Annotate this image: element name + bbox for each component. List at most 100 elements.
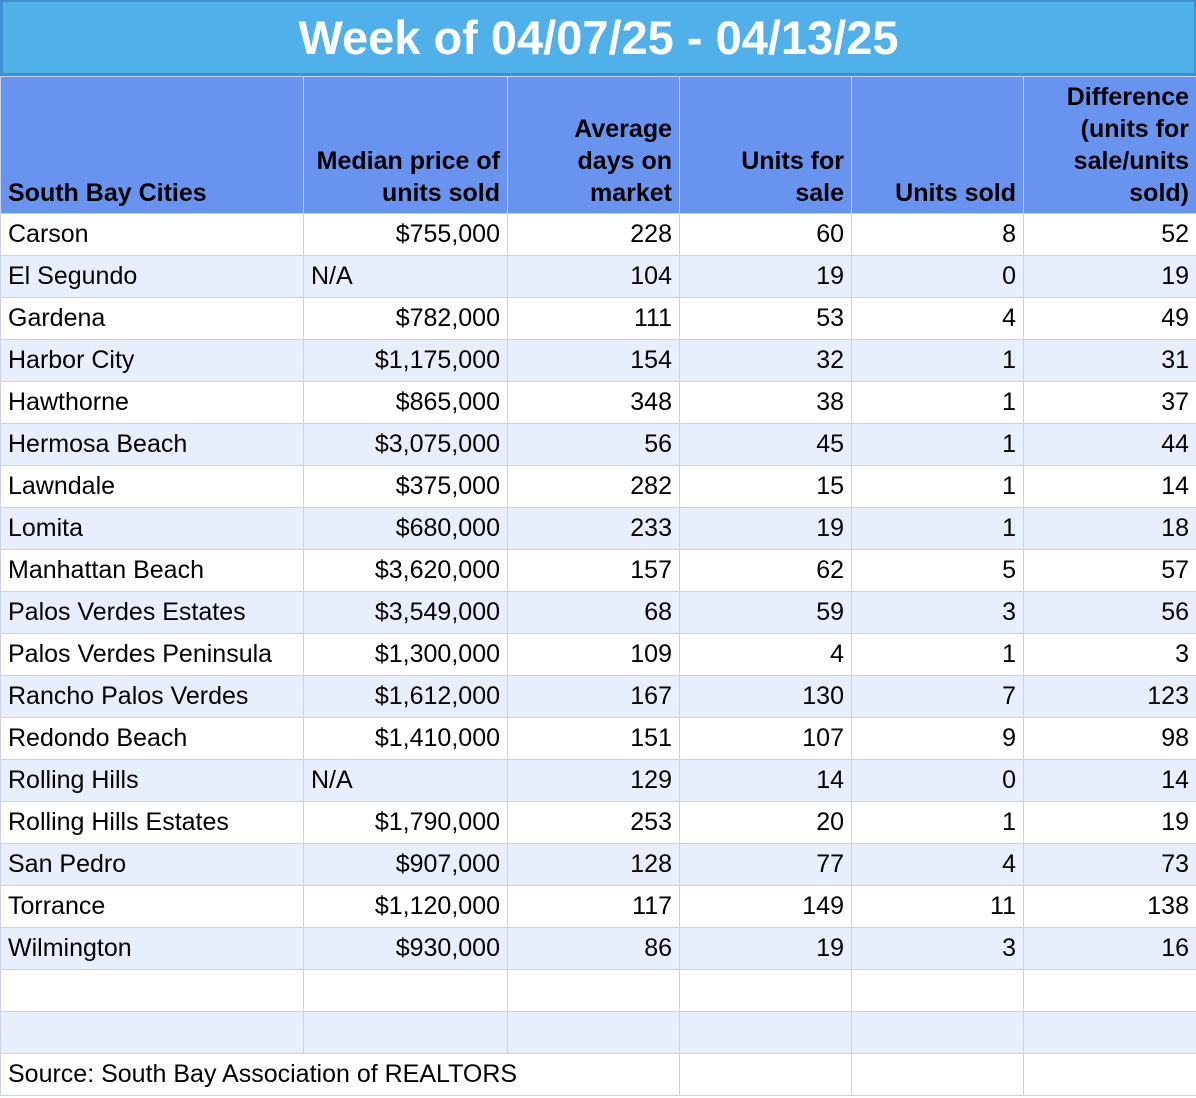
cell-median-price[interactable]: N/A: [303, 759, 508, 802]
sheet-title[interactable]: Week of 04/07/25 - 04/13/25: [0, 0, 1196, 76]
cell-units-sold[interactable]: 0: [851, 255, 1024, 298]
cell-units-for-sale[interactable]: 62: [679, 549, 852, 592]
cell-units-for-sale[interactable]: 14: [679, 759, 852, 802]
cell-units-sold[interactable]: 1: [851, 801, 1024, 844]
cell-units-for-sale[interactable]: 107: [679, 717, 852, 760]
empty-cell[interactable]: [507, 1011, 680, 1054]
cell-difference[interactable]: 37: [1023, 381, 1196, 424]
cell-units-for-sale[interactable]: 130: [679, 675, 852, 718]
cell-units-sold[interactable]: 9: [851, 717, 1024, 760]
empty-cell[interactable]: [851, 1053, 1024, 1096]
cell-city[interactable]: Lawndale: [0, 465, 304, 508]
cell-median-price[interactable]: $1,410,000: [303, 717, 508, 760]
cell-city[interactable]: Rancho Palos Verdes: [0, 675, 304, 718]
header-city[interactable]: South Bay Cities: [0, 76, 304, 214]
cell-median-price[interactable]: $3,075,000: [303, 423, 508, 466]
cell-avg-days[interactable]: 68: [507, 591, 680, 634]
header-units-for-sale[interactable]: Units for sale: [679, 76, 852, 214]
cell-units-for-sale[interactable]: 19: [679, 255, 852, 298]
cell-median-price[interactable]: $3,549,000: [303, 591, 508, 634]
cell-city[interactable]: Hermosa Beach: [0, 423, 304, 466]
cell-median-price[interactable]: N/A: [303, 255, 508, 298]
cell-avg-days[interactable]: 233: [507, 507, 680, 550]
empty-cell[interactable]: [0, 1011, 304, 1054]
header-avg-days[interactable]: Average days on market: [507, 76, 680, 214]
cell-units-sold[interactable]: 7: [851, 675, 1024, 718]
cell-median-price[interactable]: $782,000: [303, 297, 508, 340]
cell-units-for-sale[interactable]: 53: [679, 297, 852, 340]
cell-units-sold[interactable]: 0: [851, 759, 1024, 802]
empty-cell[interactable]: [0, 969, 304, 1012]
cell-difference[interactable]: 14: [1023, 465, 1196, 508]
cell-median-price[interactable]: $375,000: [303, 465, 508, 508]
cell-avg-days[interactable]: 253: [507, 801, 680, 844]
cell-difference[interactable]: 73: [1023, 843, 1196, 886]
cell-city[interactable]: Redondo Beach: [0, 717, 304, 760]
cell-avg-days[interactable]: 129: [507, 759, 680, 802]
cell-avg-days[interactable]: 111: [507, 297, 680, 340]
cell-difference[interactable]: 19: [1023, 801, 1196, 844]
cell-units-sold[interactable]: 4: [851, 843, 1024, 886]
cell-avg-days[interactable]: 154: [507, 339, 680, 382]
cell-units-for-sale[interactable]: 59: [679, 591, 852, 634]
empty-cell[interactable]: [1023, 1053, 1196, 1096]
cell-units-sold[interactable]: 1: [851, 381, 1024, 424]
cell-units-sold[interactable]: 1: [851, 423, 1024, 466]
empty-cell[interactable]: [679, 1011, 852, 1054]
empty-cell[interactable]: [1023, 969, 1196, 1012]
cell-avg-days[interactable]: 228: [507, 213, 680, 256]
cell-units-sold[interactable]: 5: [851, 549, 1024, 592]
cell-units-sold[interactable]: 1: [851, 633, 1024, 676]
cell-avg-days[interactable]: 117: [507, 885, 680, 928]
cell-units-for-sale[interactable]: 32: [679, 339, 852, 382]
cell-median-price[interactable]: $680,000: [303, 507, 508, 550]
cell-difference[interactable]: 31: [1023, 339, 1196, 382]
cell-avg-days[interactable]: 86: [507, 927, 680, 970]
cell-difference[interactable]: 57: [1023, 549, 1196, 592]
cell-units-for-sale[interactable]: 4: [679, 633, 852, 676]
cell-city[interactable]: Hawthorne: [0, 381, 304, 424]
cell-difference[interactable]: 52: [1023, 213, 1196, 256]
cell-difference[interactable]: 44: [1023, 423, 1196, 466]
empty-cell[interactable]: [303, 1011, 508, 1054]
cell-avg-days[interactable]: 109: [507, 633, 680, 676]
cell-city[interactable]: Rolling Hills: [0, 759, 304, 802]
cell-units-for-sale[interactable]: 60: [679, 213, 852, 256]
cell-median-price[interactable]: $1,790,000: [303, 801, 508, 844]
empty-cell[interactable]: [303, 969, 508, 1012]
cell-difference[interactable]: 3: [1023, 633, 1196, 676]
cell-city[interactable]: Palos Verdes Estates: [0, 591, 304, 634]
cell-avg-days[interactable]: 128: [507, 843, 680, 886]
cell-difference[interactable]: 98: [1023, 717, 1196, 760]
cell-units-sold[interactable]: 1: [851, 339, 1024, 382]
cell-avg-days[interactable]: 348: [507, 381, 680, 424]
cell-median-price[interactable]: $755,000: [303, 213, 508, 256]
cell-units-for-sale[interactable]: 15: [679, 465, 852, 508]
cell-avg-days[interactable]: 157: [507, 549, 680, 592]
cell-difference[interactable]: 16: [1023, 927, 1196, 970]
cell-units-sold[interactable]: 1: [851, 465, 1024, 508]
cell-units-sold[interactable]: 3: [851, 927, 1024, 970]
cell-city[interactable]: Torrance: [0, 885, 304, 928]
cell-median-price[interactable]: $1,612,000: [303, 675, 508, 718]
cell-units-for-sale[interactable]: 20: [679, 801, 852, 844]
cell-units-sold[interactable]: 1: [851, 507, 1024, 550]
empty-cell[interactable]: [679, 969, 852, 1012]
empty-cell[interactable]: [679, 1053, 852, 1096]
cell-units-for-sale[interactable]: 149: [679, 885, 852, 928]
cell-difference[interactable]: 138: [1023, 885, 1196, 928]
cell-difference[interactable]: 19: [1023, 255, 1196, 298]
cell-units-for-sale[interactable]: 77: [679, 843, 852, 886]
cell-city[interactable]: San Pedro: [0, 843, 304, 886]
cell-median-price[interactable]: $930,000: [303, 927, 508, 970]
cell-avg-days[interactable]: 167: [507, 675, 680, 718]
cell-median-price[interactable]: $907,000: [303, 843, 508, 886]
cell-units-sold[interactable]: 3: [851, 591, 1024, 634]
cell-city[interactable]: Carson: [0, 213, 304, 256]
cell-avg-days[interactable]: 104: [507, 255, 680, 298]
cell-avg-days[interactable]: 56: [507, 423, 680, 466]
cell-units-for-sale[interactable]: 38: [679, 381, 852, 424]
empty-cell[interactable]: [851, 969, 1024, 1012]
cell-difference[interactable]: 14: [1023, 759, 1196, 802]
cell-units-for-sale[interactable]: 19: [679, 927, 852, 970]
